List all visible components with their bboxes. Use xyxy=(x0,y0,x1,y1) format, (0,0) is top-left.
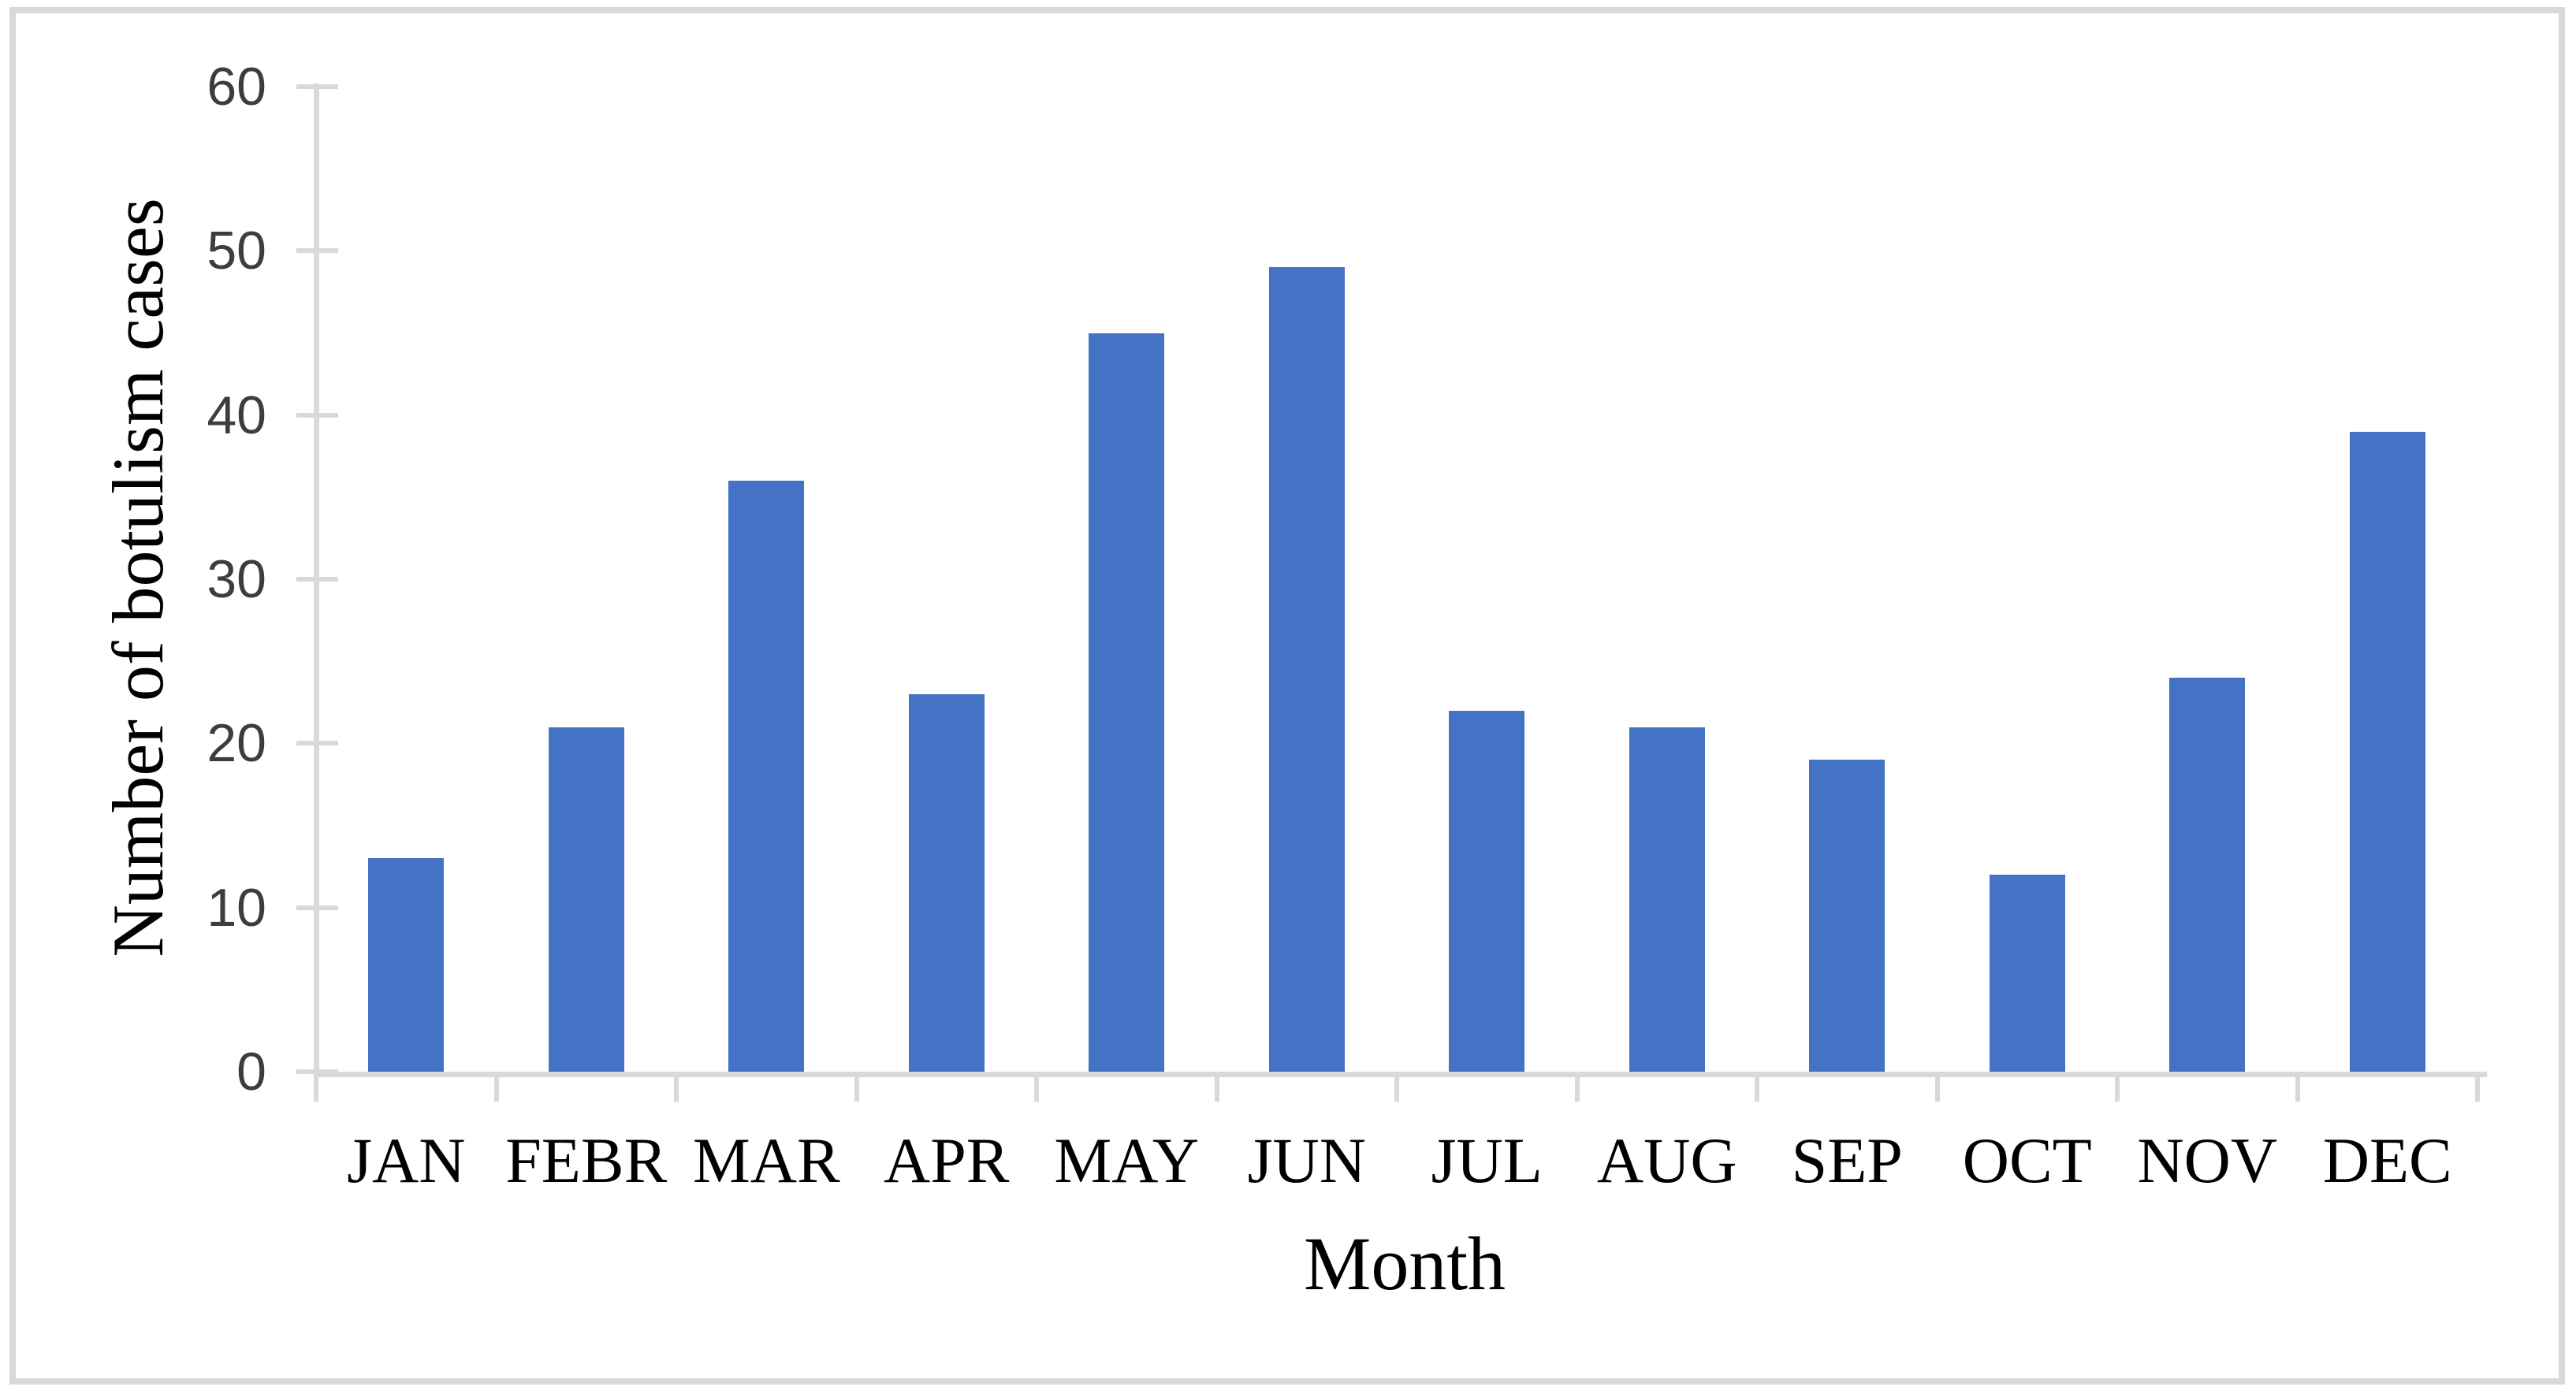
y-tick-mark xyxy=(296,248,338,254)
x-tick-mark xyxy=(854,1072,859,1102)
bar-jun xyxy=(1268,267,1345,1072)
x-tick-mark xyxy=(1034,1072,1039,1102)
x-tick-mark xyxy=(1755,1072,1759,1102)
bar-jul xyxy=(1449,710,1525,1072)
bar-oct xyxy=(1989,875,2065,1072)
y-tick-mark xyxy=(296,577,338,582)
y-tick-mark xyxy=(296,741,338,746)
x-category-label-jan: JAN xyxy=(347,1124,466,1196)
x-category-label-aug: AUG xyxy=(1596,1124,1737,1196)
x-category-label-oct: OCT xyxy=(1962,1124,2092,1196)
x-tick-mark xyxy=(2295,1072,2300,1102)
x-tick-mark xyxy=(2475,1072,2480,1102)
bar-apr xyxy=(908,693,985,1072)
x-category-label-mar: MAR xyxy=(692,1124,840,1196)
x-tick-mark xyxy=(1574,1072,1580,1102)
x-tick-mark xyxy=(2115,1072,2120,1102)
bar-nov xyxy=(2169,678,2246,1072)
y-tick-label: 0 xyxy=(236,1042,266,1102)
x-category-label-sep: SEP xyxy=(1791,1124,1903,1196)
y-tick-label: 20 xyxy=(207,713,266,774)
y-tick-label: 30 xyxy=(207,549,266,609)
x-tick-mark xyxy=(1934,1072,1940,1102)
x-axis-title: Month xyxy=(1303,1221,1506,1306)
x-category-label-jun: JUN xyxy=(1247,1124,1366,1196)
x-tick-mark xyxy=(674,1072,679,1102)
x-tick-mark xyxy=(1214,1072,1219,1102)
bar-mar xyxy=(728,481,805,1072)
y-tick-label: 40 xyxy=(207,385,266,445)
bar-aug xyxy=(1629,727,1705,1072)
figure-border xyxy=(9,7,2565,1385)
x-category-label-febr: FEBR xyxy=(505,1124,668,1196)
x-tick-mark xyxy=(314,1072,318,1102)
bar-may xyxy=(1089,333,1165,1072)
bar-jan xyxy=(368,858,445,1072)
bar-sep xyxy=(1809,760,1885,1072)
x-category-label-nov: NOV xyxy=(2137,1124,2278,1196)
bar-dec xyxy=(2349,431,2425,1072)
y-tick-label: 50 xyxy=(207,221,266,281)
x-category-label-jul: JUL xyxy=(1431,1124,1543,1196)
x-category-label-dec: DEC xyxy=(2322,1124,2452,1196)
y-tick-label: 60 xyxy=(207,57,266,117)
y-tick-label: 10 xyxy=(207,877,266,938)
bar-febr xyxy=(548,727,624,1072)
y-tick-mark xyxy=(296,84,338,89)
x-category-label-apr: APR xyxy=(883,1124,1010,1196)
x-axis-line xyxy=(314,1072,2487,1077)
x-tick-mark xyxy=(1394,1072,1399,1102)
y-tick-mark xyxy=(296,412,338,418)
y-axis-title: Number of botulism cases xyxy=(98,198,178,957)
y-tick-mark xyxy=(296,905,338,910)
x-tick-mark xyxy=(493,1072,499,1102)
x-category-label-may: MAY xyxy=(1054,1124,1200,1196)
